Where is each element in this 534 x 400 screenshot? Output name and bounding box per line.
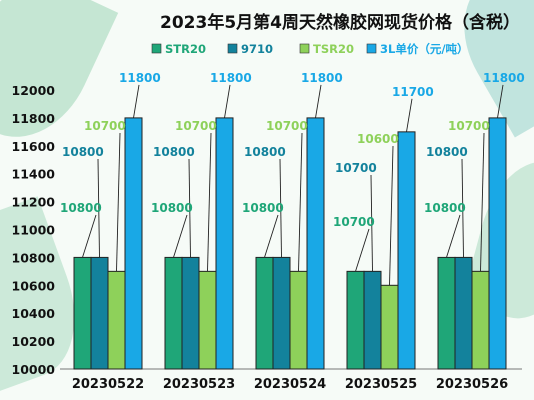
bar	[215, 117, 234, 370]
data-label: 10800	[242, 201, 284, 215]
y-tick-label: 11400	[12, 167, 56, 182]
leader-line	[370, 174, 373, 272]
x-tick-label: 20230526	[436, 377, 508, 392]
legend-swatch	[151, 43, 162, 54]
chart-legend: STR20 9710 TSR20 3L单价（元/吨）	[151, 42, 469, 56]
bar	[488, 117, 507, 370]
x-axis: 20230522 20230523 20230524 20230525 20230526	[72, 377, 508, 392]
data-label: 10800	[60, 201, 102, 215]
y-axis: 10000 10200 10400 10600 10800 11000 11200 11400…	[12, 83, 522, 377]
leader-line	[298, 132, 303, 272]
legend-label: 9710	[241, 42, 273, 56]
data-label: 11800	[483, 71, 525, 85]
legend-label: 3L单价（元/吨）	[380, 42, 469, 56]
y-tick-label: 11800	[12, 111, 56, 126]
leader-line	[406, 98, 413, 132]
leader-line	[224, 84, 231, 118]
data-label: 10800	[153, 145, 195, 159]
leader-line	[133, 84, 140, 118]
leader-line	[82, 214, 97, 258]
bar	[272, 256, 291, 370]
data-label: 10700	[84, 119, 126, 133]
leader-lines	[82, 84, 504, 286]
y-tick-label: 11200	[12, 195, 56, 210]
leader-line	[446, 214, 461, 258]
bar	[397, 131, 416, 370]
data-label: 11800	[210, 71, 252, 85]
leader-line	[116, 132, 121, 272]
bar	[471, 270, 490, 370]
data-label: 11800	[301, 71, 343, 85]
bar	[164, 256, 183, 370]
y-tick-label: 10200	[12, 334, 56, 349]
leader-line	[279, 158, 282, 258]
legend-swatch	[366, 43, 377, 54]
legend-label: STR20	[165, 42, 206, 56]
bar-group	[73, 117, 507, 370]
data-label: 10700	[175, 119, 217, 133]
bar	[73, 256, 92, 370]
bar	[363, 270, 382, 370]
bar	[346, 270, 365, 370]
bar	[198, 270, 217, 370]
y-tick-label: 10800	[12, 250, 56, 265]
leader-line	[264, 214, 279, 258]
y-tick-label: 10000	[12, 362, 56, 377]
data-label: 10800	[426, 145, 468, 159]
bar	[107, 270, 126, 370]
data-label: 10700	[448, 119, 490, 133]
bar	[289, 270, 308, 370]
bar	[124, 117, 143, 370]
legend-swatch	[299, 43, 310, 54]
legend-swatch	[227, 43, 238, 54]
data-label: 11700	[392, 85, 434, 99]
bar	[454, 256, 473, 370]
data-label: 10700	[335, 161, 377, 175]
x-tick-label: 20230523	[163, 377, 235, 392]
data-label: 10800	[424, 201, 466, 215]
leader-line	[315, 84, 322, 118]
data-label: 10700	[333, 215, 375, 229]
y-tick-label: 10600	[12, 278, 56, 293]
y-tick-label: 11600	[12, 139, 56, 154]
bar	[90, 256, 109, 370]
y-tick-label: 11000	[12, 223, 56, 238]
x-tick-label: 20230524	[254, 377, 326, 392]
data-label: 11800	[119, 71, 161, 85]
leader-line	[480, 132, 485, 272]
data-label: 10600	[357, 132, 399, 146]
bar	[437, 256, 456, 370]
leader-line	[207, 132, 212, 272]
leader-line	[497, 84, 504, 118]
bar	[181, 256, 200, 370]
bar	[380, 284, 399, 370]
x-tick-label: 20230525	[345, 377, 417, 392]
leader-line	[355, 228, 370, 272]
leader-line	[461, 158, 464, 258]
x-tick-label: 20230522	[72, 377, 144, 392]
data-label: 10800	[151, 201, 193, 215]
leader-line	[173, 214, 188, 258]
bar	[306, 117, 325, 370]
legend-label: TSR20	[313, 42, 354, 56]
leader-line	[97, 158, 100, 258]
y-tick-label: 10400	[12, 306, 56, 321]
chart-title: 2023年5月第4周天然橡胶网现货价格（含税）	[160, 12, 520, 33]
data-label: 10800	[244, 145, 286, 159]
bar	[255, 256, 274, 370]
data-label: 10800	[62, 145, 104, 159]
y-tick-label: 12000	[12, 83, 56, 98]
leader-line	[188, 158, 191, 258]
data-labels: 10800 10800 10700 11800 10800 10800 10700 11800…	[60, 71, 525, 229]
data-label: 10700	[266, 119, 308, 133]
leader-line	[389, 145, 394, 286]
